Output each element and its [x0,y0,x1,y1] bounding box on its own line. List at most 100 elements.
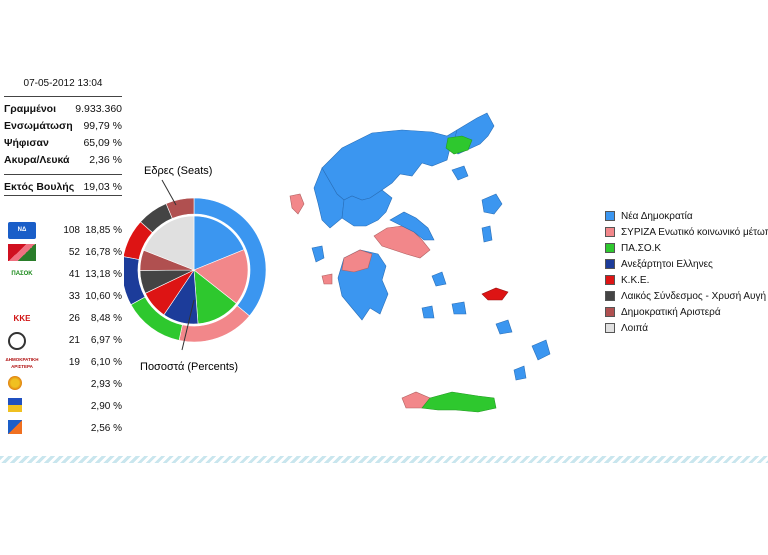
map-region-achaia [341,249,373,273]
map-region-epirus [313,167,345,229]
kke-logo: ΚΚΕ [13,314,31,323]
xa-logo [8,332,26,350]
party-seats: 41 [68,269,80,280]
legend-item: Δημοκρατική Αριστερά [605,304,768,320]
party-row: 33 10,60 % [6,286,122,308]
party-row: ΝΔ 108 18,85 % [6,220,122,242]
legend-item: Λοιπά [605,320,768,336]
legend-item: Ανεξάρτητοι Ελληνες [605,256,768,272]
party-seats: 21 [68,335,80,346]
percent-slice-7 [143,215,195,271]
map-region-cyclades-3 [421,305,435,319]
map-region-evia [389,211,435,241]
party-percent: 8,48 % [90,313,122,324]
outer-label-leader [161,179,177,206]
legend-swatch [605,259,615,269]
stats-list: Γραμμένοι 9.933.360 Ενσωμάτωση 99,79 % Ψήφισ… [4,100,122,168]
stat-label: Ενσωμάτωση [4,119,73,132]
stat-label: Ψήφισαν [4,136,49,149]
map-region-kefalonia [311,245,325,263]
dimsym-logo [8,420,22,434]
divider [4,174,122,175]
legend-swatch [605,227,615,237]
party-row: 2,93 % [6,374,122,396]
party-seats: 26 [68,313,80,324]
stat-value: 65,09 % [83,136,122,149]
inner-ring-label: Ποσοστά (Percents) [140,361,238,373]
map-region-lesvos [481,193,503,215]
party-seats: 19 [68,357,80,368]
stat-label: Γραμμένοι [4,102,57,115]
seats-percent-donut: Εδρες (Seats) Ποσοστά (Percents) [121,150,284,390]
party-percent: 16,78 % [85,247,122,258]
map-region-dodecanese-2 [531,339,551,361]
map-region-cyclades-2 [451,301,467,315]
legend-label: Κ.Κ.Ε. [621,274,650,286]
legend-label: ΠΑ.ΣΟ.Κ [621,242,662,254]
party-percent: 6,97 % [90,335,122,346]
map-region-cyclades-1 [431,271,447,287]
map-region-zakynthos [321,273,333,285]
timestamp: 07-05-2012 13:04 [23,78,103,89]
party-seats: 108 [63,225,80,236]
party-row: 52 16,78 % [6,242,122,264]
inner-ring [139,215,249,325]
legend-item: ΣΥΡΙΖΑ Ενωτικό κοινωνικό μέτωπο [605,224,768,240]
legend-swatch [605,243,615,253]
stat-value: 99,79 % [83,119,122,132]
party-percent: 2,93 % [90,379,122,390]
legend-swatch [605,323,615,333]
outer-ring [121,197,267,343]
party-seats: 52 [68,247,80,258]
chart-legend: Νέα Δημοκρατία ΣΥΡΙΖΑ Ενωτικό κοινωνικό μ… [605,208,768,336]
outer-ring-label: Εδρες (Seats) [144,165,212,177]
party-row: 2,90 % [6,396,122,418]
party-results-list: ΝΔ 108 18,85 % 52 16,78 % ΠΑΣΟΚ 41 13,18 % 33 10,… [5,220,122,440]
outside-label: Εκτός Βουλής [4,180,75,193]
legend-swatch [605,291,615,301]
map-region-evros [445,135,473,155]
party-percent: 10,60 % [85,291,122,302]
party-percent: 2,90 % [90,401,122,412]
syriza-logo [8,244,36,261]
legend-label: Δημοκρατική Αριστερά [621,306,721,318]
party-row: 21 6,97 % [6,330,122,352]
map-region-attica-band [373,225,431,259]
percent-slice-0 [193,215,245,271]
map-region-central [341,189,393,227]
legend-item: Κ.Κ.Ε. [605,272,768,288]
dashed-divider [0,456,768,463]
legend-swatch [605,307,615,317]
donut-chart-svg: Εδρες (Seats) Ποσοστά (Percents) [121,165,267,373]
stat-label: Ακυρα/Λευκά [4,153,70,166]
legend-item: Νέα Δημοκρατία [605,208,768,224]
legend-label: Νέα Δημοκρατία [621,210,693,222]
stat-row: Ακυρα/Λευκά 2,36 % [4,151,122,168]
party-percent: 2,56 % [90,423,122,434]
map-region-dodecanese-3 [513,365,527,381]
map-region-north [321,129,463,201]
stat-row: Ψήφισαν 65,09 % [4,134,122,151]
percent-slice-1 [193,249,249,304]
greece-map-svg [289,112,551,413]
legend-item: Λαικός Σύνδεσμος - Χρυσή Αυγή [605,288,768,304]
map-region-dodecanese-1 [495,319,513,335]
pasok-logo: ΠΑΣΟΚ [11,271,33,277]
nd-logo: ΝΔ [8,222,36,239]
legend-label: Λοιπά [621,322,649,334]
legend-label: Ανεξάρτητοι Ελληνες [621,258,713,270]
dimar-logo: ΔΗΜΟΚΡΑΤΙΚΗ ΑΡΙΣΤΕΡΑ [5,356,39,369]
laos-logo [8,398,22,412]
legend-label: ΣΥΡΙΖΑ Ενωτικό κοινωνικό μέτωπο [621,226,768,238]
legend-item: ΠΑ.ΣΟ.Κ [605,240,768,256]
party-row: ΔΗΜΟΚΡΑΤΙΚΗ ΑΡΙΣΤΕΡΑ 19 6,10 % [5,352,122,374]
greens-logo [8,376,22,390]
inner-label-leader [181,299,195,351]
party-percent: 13,18 % [85,269,122,280]
divider [4,96,122,97]
map-region-corfu [289,193,305,215]
anel-logo [8,288,36,305]
stat-row: Ενσωμάτωση 99,79 % [4,117,122,134]
party-row: ΠΑΣΟΚ 41 13,18 % [6,264,122,286]
legend-label: Λαικός Σύνδεσμος - Χρυσή Αυγή [621,290,767,302]
